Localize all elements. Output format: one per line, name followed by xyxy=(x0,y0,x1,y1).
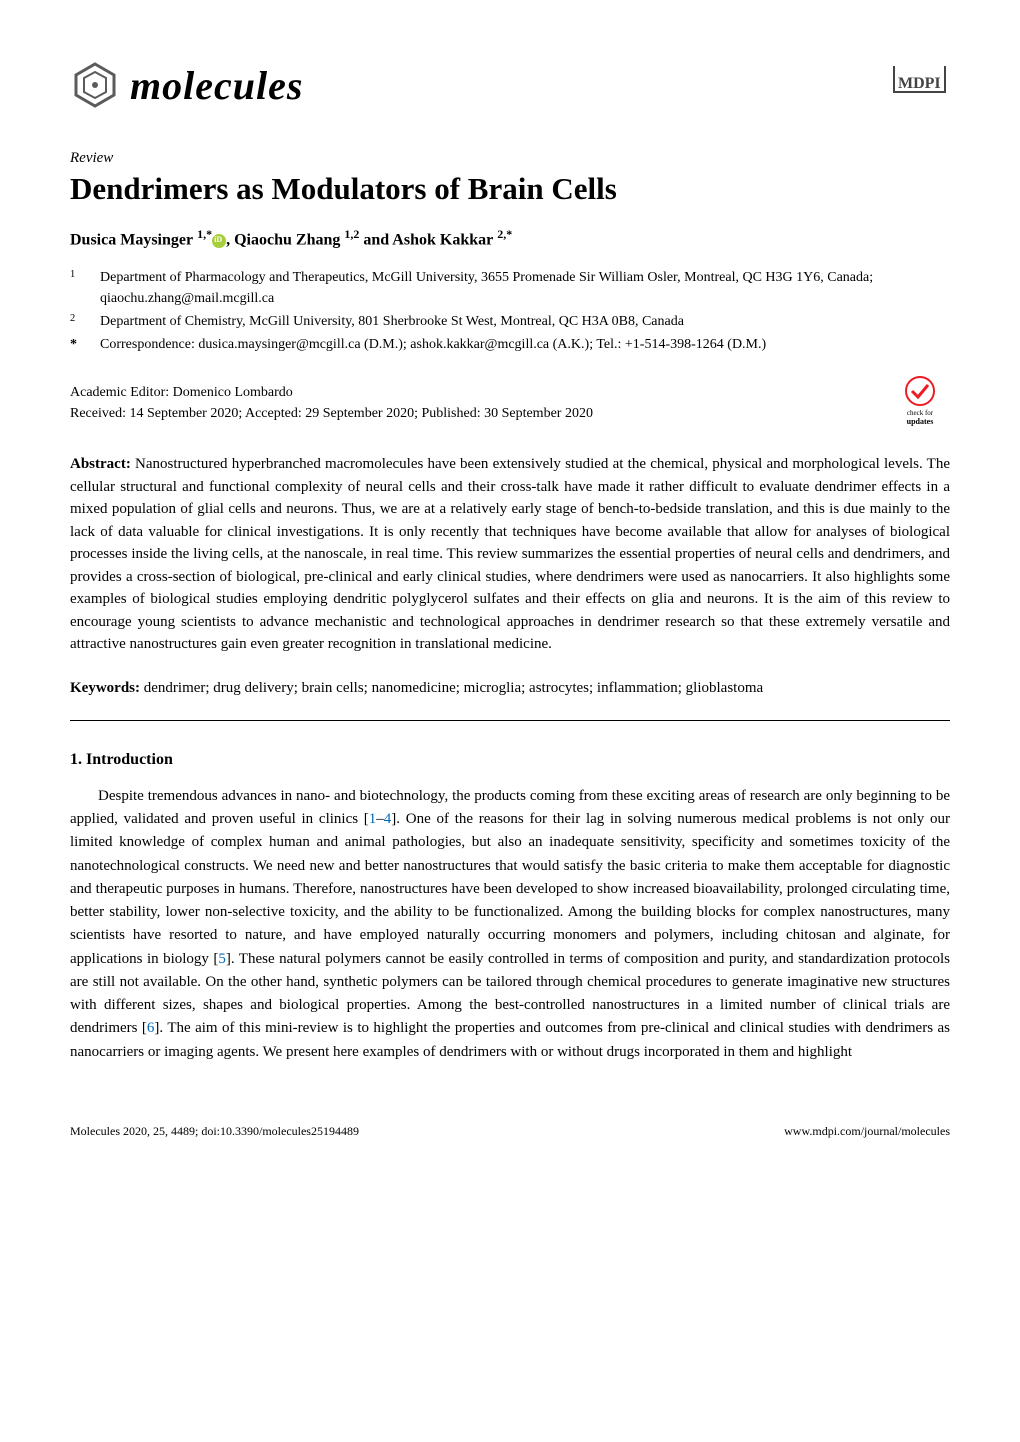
orcid-icon[interactable] xyxy=(212,234,226,248)
author-3-sup: 2,* xyxy=(497,227,512,241)
section-heading: 1. Introduction xyxy=(70,751,950,769)
svg-text:check for: check for xyxy=(907,409,934,417)
citation-link[interactable]: 5 xyxy=(218,951,226,967)
aff-num: * xyxy=(70,334,82,355)
publication-dates: Received: 14 September 2020; Accepted: 2… xyxy=(70,403,593,424)
abstract-block: Abstract: Nanostructured hyperbranched m… xyxy=(70,453,950,656)
journal-logo-block: molecules xyxy=(70,60,303,110)
separator-rule xyxy=(70,720,950,721)
footer-row: Molecules 2020, 25, 4489; doi:10.3390/mo… xyxy=(70,1124,950,1139)
keywords-block: Keywords: dendrimer; drug delivery; brai… xyxy=(70,676,950,700)
keywords-text: dendrimer; drug delivery; brain cells; n… xyxy=(144,680,763,696)
intro-paragraph: Despite tremendous advances in nano- and… xyxy=(70,785,950,1064)
affiliation-row: * Correspondence: dusica.maysinger@mcgil… xyxy=(70,334,950,355)
aff-num: 2 xyxy=(70,311,82,332)
abstract-label: Abstract: xyxy=(70,456,131,472)
body-text: – xyxy=(376,811,384,827)
aff-text: Department of Pharmacology and Therapeut… xyxy=(100,267,950,309)
aff-text: Department of Chemistry, McGill Universi… xyxy=(100,311,684,332)
aff-num: 1 xyxy=(70,267,82,309)
abstract-text: Nanostructured hyperbranched macromolecu… xyxy=(70,456,950,652)
check-updates-icon[interactable]: check for updates xyxy=(890,373,950,433)
molecules-logo-icon xyxy=(70,60,120,110)
body-text: ]. One of the reasons for their lag in s… xyxy=(70,811,950,967)
editor-dates-row: Academic Editor: Domenico Lombardo Recei… xyxy=(70,373,950,433)
svg-text:MDPI: MDPI xyxy=(898,75,941,92)
author-3-name: Ashok Kakkar xyxy=(392,231,493,248)
editor-left: Academic Editor: Domenico Lombardo Recei… xyxy=(70,382,593,424)
author-1-name: Dusica Maysinger xyxy=(70,231,193,248)
academic-editor: Academic Editor: Domenico Lombardo xyxy=(70,382,593,403)
affiliation-row: 2 Department of Chemistry, McGill Univer… xyxy=(70,311,950,332)
body-text: ]. The aim of this mini-review is to hig… xyxy=(70,1020,950,1059)
footer-left: Molecules 2020, 25, 4489; doi:10.3390/mo… xyxy=(70,1124,359,1139)
svg-text:updates: updates xyxy=(907,417,934,426)
footer-right: www.mdpi.com/journal/molecules xyxy=(784,1124,950,1139)
affiliations-block: 1 Department of Pharmacology and Therape… xyxy=(70,267,950,355)
authors-line: Dusica Maysinger 1,*, Qiaochu Zhang 1,2 … xyxy=(70,227,950,249)
author-2-sup: 1,2 xyxy=(344,227,359,241)
keywords-label: Keywords: xyxy=(70,680,140,696)
author-2-name: Qiaochu Zhang xyxy=(234,231,340,248)
aff-text: Correspondence: dusica.maysinger@mcgill.… xyxy=(100,334,766,355)
mdpi-logo-icon: MDPI xyxy=(890,60,950,100)
affiliation-row: 1 Department of Pharmacology and Therape… xyxy=(70,267,950,309)
author-1-sup: 1,* xyxy=(197,227,212,241)
journal-name: molecules xyxy=(130,62,303,109)
article-type: Review xyxy=(70,150,950,167)
article-title: Dendrimers as Modulators of Brain Cells xyxy=(70,171,950,207)
header-row: molecules MDPI xyxy=(70,60,950,110)
